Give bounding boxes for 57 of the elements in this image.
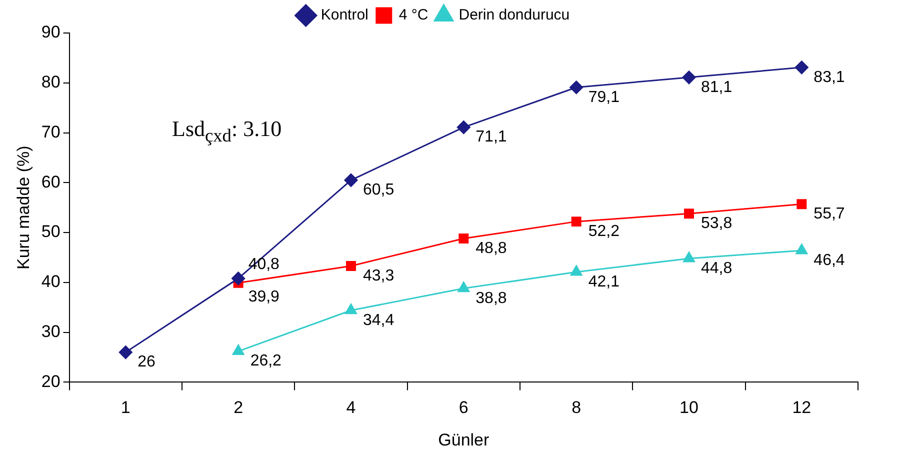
x-tick-label: 4 xyxy=(346,398,356,418)
legend-label: Kontrol xyxy=(320,6,368,24)
y-tick-label: 30 xyxy=(41,322,60,341)
data-label: 83,1 xyxy=(814,68,845,86)
point xyxy=(345,304,357,314)
data-label: 55,7 xyxy=(814,206,845,223)
data-label: 44,8 xyxy=(700,260,732,277)
point xyxy=(456,120,470,134)
point xyxy=(571,216,582,227)
y-axis-title: Kuru madde (%) xyxy=(14,146,33,270)
y-tick-label: 70 xyxy=(41,122,60,142)
annotation: Lsd$_{çxd}$: 3.10 xyxy=(172,116,282,146)
point xyxy=(796,199,807,210)
data-label: 39,9 xyxy=(248,288,280,306)
data-label: 71,1 xyxy=(476,128,507,146)
data-label: 34,4 xyxy=(362,312,394,329)
legend-label: 4 °C xyxy=(398,6,428,24)
point xyxy=(458,282,470,292)
point xyxy=(794,60,808,74)
point xyxy=(570,80,584,94)
data-label: 48,8 xyxy=(476,240,507,257)
point xyxy=(232,272,246,286)
data-label: 52,2 xyxy=(588,222,620,240)
point xyxy=(458,234,469,244)
y-tick-label: 90 xyxy=(41,22,60,42)
x-tick-label: 2 xyxy=(234,398,244,418)
point xyxy=(684,208,694,219)
point xyxy=(346,260,356,271)
y-tick-label: 50 xyxy=(41,222,60,242)
y-tick-label: 40 xyxy=(41,272,60,292)
data-label: 26,2 xyxy=(250,352,282,370)
point xyxy=(682,70,696,84)
data-label: 42,1 xyxy=(588,273,620,290)
y-tick-label: 20 xyxy=(41,372,60,391)
x-tick-label: 12 xyxy=(792,398,812,418)
data-label: 53,8 xyxy=(700,214,732,232)
point xyxy=(796,244,808,254)
data-label: 38,8 xyxy=(476,290,507,307)
point xyxy=(232,344,244,356)
point xyxy=(344,173,358,187)
x-tick-label: 10 xyxy=(680,398,698,418)
point xyxy=(570,265,582,276)
x-tick-label: 6 xyxy=(458,398,468,418)
point xyxy=(683,252,695,262)
data-label: 43,3 xyxy=(362,267,394,284)
x-tick-label: 1 xyxy=(120,398,130,418)
x-tick-label: 8 xyxy=(572,398,582,418)
y-tick-label: 60 xyxy=(41,172,60,192)
y-tick-label: 80 xyxy=(41,72,60,92)
point xyxy=(118,346,132,360)
data-label: 60,5 xyxy=(362,182,394,199)
legend-label: Derin dondurucu xyxy=(458,6,570,24)
data-label: 79,1 xyxy=(588,88,620,106)
data-label: 46,4 xyxy=(814,252,845,269)
x-axis-title: Günler xyxy=(438,430,490,450)
data-label: 26 xyxy=(138,354,156,371)
data-label: 81,1 xyxy=(700,78,732,96)
